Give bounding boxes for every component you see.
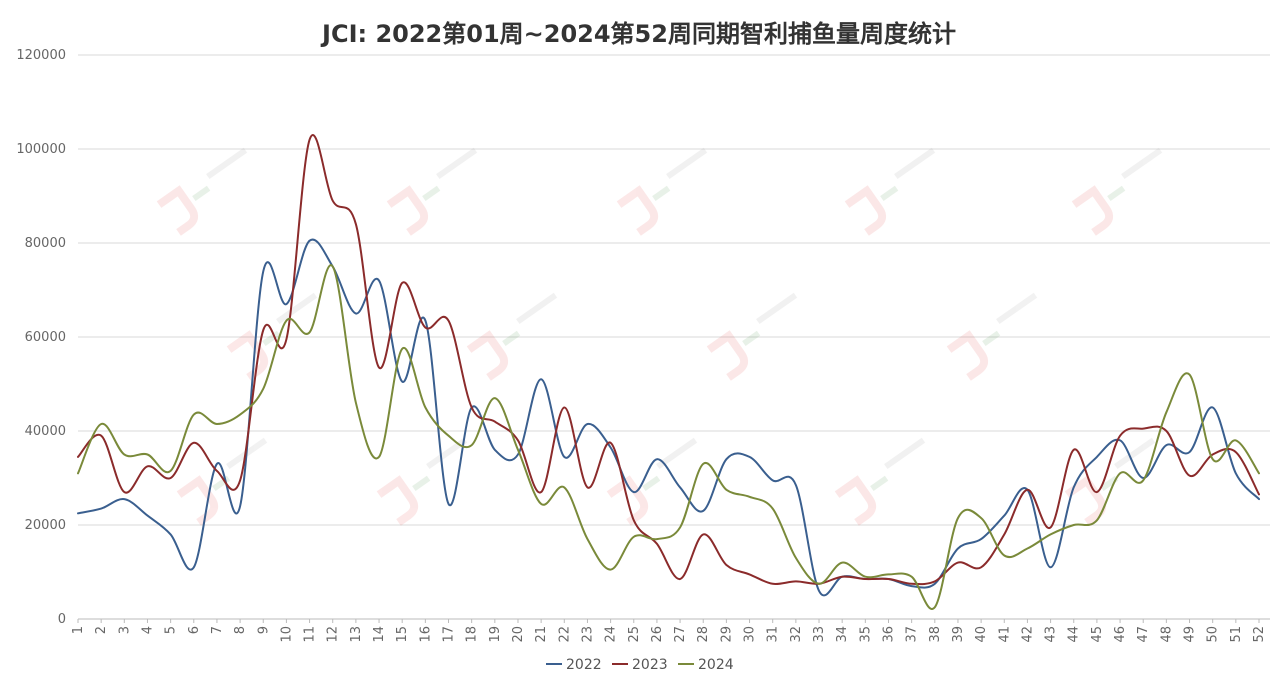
x-tick-label: 47: [1136, 626, 1151, 643]
y-tick-label: 60000: [25, 330, 66, 345]
watermark-logo: [844, 147, 936, 236]
x-tick-label: 48: [1159, 626, 1174, 643]
legend-label: 2024: [698, 657, 734, 673]
x-tick-label: 50: [1206, 626, 1221, 643]
series-line-2022: [77, 238, 1260, 597]
x-tick-label: 33: [812, 626, 827, 643]
legend-label: 2023: [632, 657, 668, 673]
x-tick-label: 5: [164, 626, 179, 634]
x-tick-label: 10: [279, 626, 294, 643]
x-tick-label: 8: [233, 626, 248, 634]
legend-label: 2022: [566, 657, 602, 673]
y-tick-label: 100000: [16, 142, 66, 157]
x-tick-label: 3: [117, 626, 132, 634]
x-tick-label: 22: [557, 626, 572, 643]
watermark-logo: [156, 147, 248, 236]
x-tick-label: 24: [604, 626, 619, 643]
x-tick-label: 11: [303, 626, 318, 643]
watermark-logo: [1071, 147, 1163, 236]
x-tick-label: 41: [997, 626, 1012, 643]
x-tick-label: 36: [881, 626, 896, 643]
x-tick-label: 49: [1183, 626, 1198, 643]
watermark-logo: [834, 437, 926, 526]
x-tick-label: 14: [372, 626, 387, 643]
legend-layer: 2022 2023 2024: [546, 657, 734, 673]
x-tick-label: 35: [858, 626, 873, 643]
x-tick-label: 2: [94, 626, 109, 634]
series-line-2023: [77, 134, 1260, 586]
x-tick-label: 30: [743, 626, 758, 643]
x-tick-label: 21: [534, 626, 549, 643]
x-tick-label: 42: [1020, 626, 1035, 643]
x-tick-label: 44: [1067, 626, 1082, 643]
x-tick-label: 25: [627, 626, 642, 643]
watermark-logo: [376, 437, 468, 526]
watermark-logo: [706, 292, 798, 381]
x-tick-label: 37: [905, 626, 920, 643]
grid-layer: [78, 54, 1270, 620]
x-tick-label: 31: [766, 626, 781, 643]
x-tick-label: 38: [928, 626, 943, 643]
x-tick-label: 29: [719, 626, 734, 643]
x-tick-label: 40: [974, 626, 989, 643]
x-tick-label: 20: [511, 626, 526, 643]
x-tick-label: 1: [71, 626, 86, 634]
x-tick-label: 46: [1113, 626, 1128, 643]
series-layer: [77, 134, 1260, 610]
x-tick-label: 18: [465, 626, 480, 643]
watermark-layer: [156, 147, 1163, 526]
x-tick-label: 39: [951, 626, 966, 643]
chart-title: JCI: 2022第01周~2024第52周同期智利捕鱼量周度统计: [322, 20, 956, 48]
x-tick-label: 12: [326, 626, 341, 643]
x-tick-label: 45: [1090, 626, 1105, 643]
x-tick-label: 19: [488, 626, 503, 643]
watermark-logo: [386, 147, 478, 236]
x-tick-label: 23: [580, 626, 595, 643]
y-tick-label: 0: [58, 612, 66, 627]
series-line-2024: [77, 264, 1260, 610]
x-tick-label: 13: [349, 626, 364, 643]
x-tick-label: 51: [1229, 626, 1244, 643]
watermark-logo: [946, 292, 1038, 381]
watermark-logo: [1064, 437, 1156, 526]
y-tick-label: 80000: [25, 236, 66, 251]
x-tick-label: 15: [395, 626, 410, 643]
watermark-logo: [606, 437, 698, 526]
watermark-logo: [616, 147, 708, 236]
x-tick-label: 28: [696, 626, 711, 643]
x-tick-label: 43: [1044, 626, 1059, 643]
x-tick-label: 16: [418, 626, 433, 643]
x-tick-label: 6: [187, 626, 202, 634]
x-tick-label: 7: [210, 626, 225, 634]
x-tick-label: 26: [650, 626, 665, 643]
x-tick-label: 52: [1252, 626, 1267, 643]
x-tick-label: 34: [835, 626, 850, 643]
x-tick-label: 9: [256, 626, 271, 634]
x-tick-label: 17: [442, 626, 457, 643]
x-tick-label: 27: [673, 626, 688, 643]
x-tick-label: 4: [140, 626, 155, 634]
y-tick-label: 120000: [16, 48, 66, 63]
y-tick-label: 20000: [25, 518, 66, 533]
watermark-logo: [226, 292, 318, 381]
x-tick-label: 32: [789, 626, 804, 643]
watermark-logo: [176, 437, 268, 526]
y-tick-label: 40000: [25, 424, 66, 439]
watermark-logo: [466, 292, 558, 381]
